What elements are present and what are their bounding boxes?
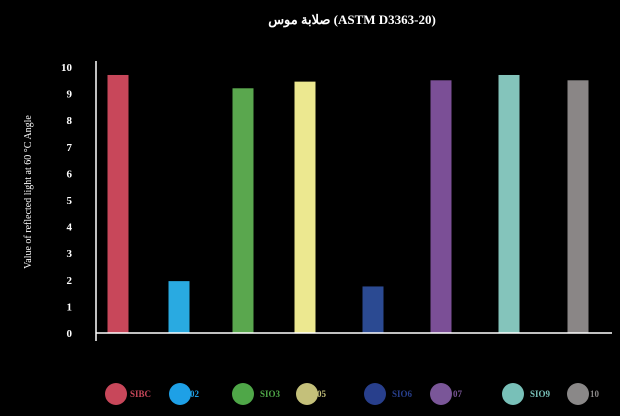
y-tick-label: 1: [67, 301, 73, 313]
y-tick-label: 9: [67, 89, 73, 101]
legend: SIBC 02 SIO3 05 SIO6 07 SIO9 10: [105, 383, 600, 405]
legend-swatch-07: [430, 383, 452, 405]
bar-07: [430, 80, 452, 333]
legend-swatch-02: [169, 383, 191, 405]
legend-label-07: 07: [453, 389, 463, 399]
bar-10: [567, 80, 589, 333]
y-tick-label: 8: [67, 115, 73, 127]
legend-swatch-sio6: [364, 383, 386, 405]
bars: [107, 74, 589, 333]
legend-label-sio3: SIO3: [260, 389, 281, 399]
y-axis-ticks: 0 1 2 3 4 5 6 7 8 9 10: [61, 62, 73, 340]
legend-swatch-sio3: [232, 383, 254, 405]
y-tick-label: 4: [67, 222, 73, 234]
legend-label-10: 10: [590, 389, 600, 399]
bar-sio3: [232, 88, 254, 333]
y-axis-label: Value of reflected light at 60 °C Angle: [23, 115, 34, 269]
bar-sio9: [498, 74, 520, 333]
y-tick-label: 2: [67, 275, 73, 287]
legend-label-sibc: SIBC: [130, 389, 151, 399]
legend-swatch-10: [567, 383, 589, 405]
bar-sibc: [107, 74, 129, 333]
y-tick-label: 0: [67, 328, 73, 340]
y-tick-label: 10: [61, 62, 73, 74]
legend-label-sio6: SIO6: [392, 389, 413, 399]
y-tick-label: 3: [67, 248, 73, 260]
y-tick-label: 6: [67, 168, 73, 180]
legend-label-sio9: SIO9: [530, 389, 551, 399]
legend-swatch-05: [296, 383, 318, 405]
y-tick-label: 7: [67, 142, 73, 154]
bar-sio6: [362, 286, 384, 333]
legend-label-02: 02: [190, 389, 200, 399]
bar-02: [168, 281, 190, 333]
legend-swatch-sio9: [502, 383, 524, 405]
chart-title: صلابة موس (ASTM D3363-20): [268, 12, 436, 28]
bar-05: [294, 81, 316, 333]
legend-label-05: 05: [317, 389, 327, 399]
y-tick-label: 5: [67, 195, 73, 207]
legend-swatch-sibc: [105, 383, 127, 405]
